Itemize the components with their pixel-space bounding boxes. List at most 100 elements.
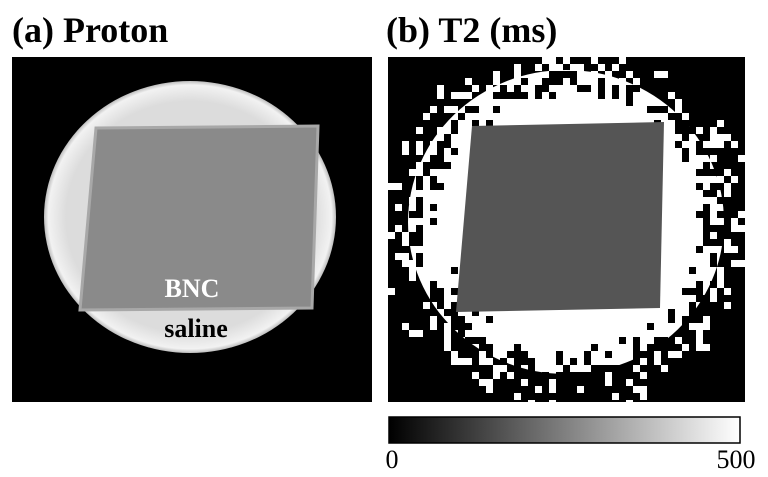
noise-pixel (682, 113, 689, 120)
noise-pixel (591, 71, 598, 78)
noise-pixel (703, 295, 710, 302)
noise-pixel (416, 239, 423, 246)
noise-pixel (444, 344, 451, 351)
noise-pixel (514, 85, 521, 92)
noise-pixel (549, 71, 556, 78)
noise-pixel (612, 92, 619, 99)
noise-pixel (696, 127, 703, 134)
noise-pixel (451, 267, 458, 274)
noise-pixel (696, 246, 703, 253)
noise-pixel (479, 358, 486, 365)
noise-pixel (563, 372, 570, 379)
noise-pixel (458, 358, 465, 365)
noise-pixel (675, 141, 682, 148)
noise-pixel (703, 316, 710, 323)
noise-pixel (472, 372, 479, 379)
noise-pixel (486, 386, 493, 393)
noise-pixel (710, 295, 717, 302)
noise-pixel (395, 204, 402, 211)
noise-pixel (486, 316, 493, 323)
noise-pixel (717, 225, 724, 232)
noise-pixel (577, 64, 584, 71)
noise-pixel (689, 267, 696, 274)
noise-pixel (626, 400, 633, 407)
noise-pixel (395, 183, 402, 190)
noise-pixel (549, 92, 556, 99)
noise-pixel (626, 92, 633, 99)
noise-pixel (535, 92, 542, 99)
noise-pixel (703, 190, 710, 197)
noise-pixel (640, 372, 647, 379)
noise-pixel (465, 106, 472, 113)
noise-pixel (605, 365, 612, 372)
noise-pixel (689, 127, 696, 134)
noise-pixel (486, 120, 493, 127)
noise-pixel (710, 225, 717, 232)
noise-pixel (416, 183, 423, 190)
noise-pixel (591, 344, 598, 351)
noise-pixel (626, 379, 633, 386)
noise-pixel (563, 365, 570, 372)
noise-pixel (703, 323, 710, 330)
noise-pixel (710, 288, 717, 295)
noise-pixel (416, 330, 423, 337)
noise-pixel (668, 309, 675, 316)
noise-pixel (570, 64, 577, 71)
noise-pixel (605, 372, 612, 379)
noise-pixel (731, 225, 738, 232)
noise-pixel (717, 183, 724, 190)
noise-pixel (409, 267, 416, 274)
noise-pixel (402, 232, 409, 239)
noise-pixel (626, 99, 633, 106)
noise-pixel (395, 253, 402, 260)
panel-title: (b) T2 (ms) (386, 10, 557, 50)
t2-image (388, 57, 745, 407)
noise-pixel (675, 351, 682, 358)
noise-pixel (724, 288, 731, 295)
noise-pixel (724, 134, 731, 141)
noise-pixel (444, 323, 451, 330)
noise-pixel (493, 78, 500, 85)
noise-pixel (444, 309, 451, 316)
noise-pixel (598, 64, 605, 71)
noise-pixel (689, 316, 696, 323)
noise-pixel (703, 204, 710, 211)
noise-pixel (437, 155, 444, 162)
noise-pixel (710, 141, 717, 148)
noise-pixel (689, 323, 696, 330)
noise-pixel (549, 57, 556, 64)
noise-pixel (598, 78, 605, 85)
noise-pixel (696, 169, 703, 176)
noise-pixel (472, 85, 479, 92)
noise-pixel (430, 281, 437, 288)
noise-pixel (731, 218, 738, 225)
noise-pixel (598, 92, 605, 99)
noise-pixel (570, 71, 577, 78)
noise-pixel (647, 323, 654, 330)
noise-pixel (633, 344, 640, 351)
noise-pixel (738, 211, 745, 218)
noise-pixel (402, 148, 409, 155)
noise-pixel (451, 92, 458, 99)
noise-pixel (437, 295, 444, 302)
noise-pixel (430, 106, 437, 113)
noise-pixel (556, 372, 563, 379)
noise-pixel (556, 351, 563, 358)
noise-pixel (717, 281, 724, 288)
noise-pixel (430, 204, 437, 211)
noise-pixel (619, 57, 626, 64)
noise-pixel (465, 78, 472, 85)
noise-pixel (430, 316, 437, 323)
noise-pixel (626, 85, 633, 92)
noise-pixel (416, 260, 423, 267)
noise-pixel (416, 176, 423, 183)
noise-pixel (409, 197, 416, 204)
noise-pixel (388, 232, 395, 239)
noise-pixel (458, 323, 465, 330)
noise-pixel (458, 92, 465, 99)
noise-pixel (696, 148, 703, 155)
noise-pixel (675, 127, 682, 134)
noise-pixel (696, 344, 703, 351)
noise-pixel (507, 372, 514, 379)
noise-pixel (430, 288, 437, 295)
